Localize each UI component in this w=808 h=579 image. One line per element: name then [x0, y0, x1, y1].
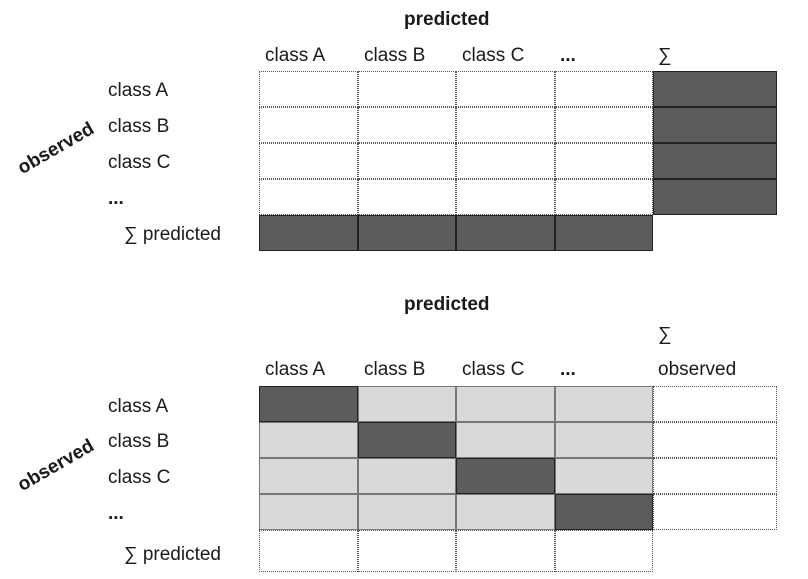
- bottom-total-row-cell-c2: [456, 530, 555, 572]
- top-total-row-cell-c1: [358, 215, 456, 251]
- bottom-cell-r2-c1: [358, 458, 456, 494]
- top-cell-r3-c0: [259, 179, 358, 215]
- bottom-row-label-ellipsis: ...: [108, 503, 124, 524]
- top-cell-r0-c1: [358, 71, 456, 107]
- top-cell-r2-c1: [358, 143, 456, 179]
- top-cell-r3-c1: [358, 179, 456, 215]
- bottom-row-label-c: class C: [108, 467, 171, 488]
- bottom-cell-r0-c2: [456, 386, 555, 422]
- top-cell-r1-c2: [456, 107, 555, 143]
- bottom-col-header-c: class C: [462, 359, 525, 380]
- top-cell-r0-c2: [456, 71, 555, 107]
- top-cell-r3-c3: [555, 179, 653, 215]
- top-cell-r1-c1: [358, 107, 456, 143]
- top-total-row-cell-c0: [259, 215, 358, 251]
- top-col-header-a: class A: [265, 45, 326, 66]
- bottom-title: predicted: [404, 294, 490, 315]
- bottom-row-label-b: class B: [108, 431, 170, 452]
- bottom-observed-label: observed: [14, 435, 98, 496]
- bottom-diagonal-cell-0: [259, 386, 358, 422]
- bottom-cell-r3-c2: [456, 494, 555, 530]
- bottom-cell-r1-c2: [456, 422, 555, 458]
- top-observed-label: observed: [14, 118, 98, 179]
- bottom-cell-r1-c0: [259, 422, 358, 458]
- top-total-row-label: ∑ predicted: [124, 224, 221, 245]
- bottom-cell-r0-c1: [358, 386, 456, 422]
- top-cell-r0-c3: [555, 71, 653, 107]
- top-total-row-cell-c2: [456, 215, 555, 251]
- top-col-header-b: class B: [364, 45, 426, 66]
- top-row-label-ellipsis: ...: [108, 188, 124, 209]
- top-sum-col-cell-r0: [653, 71, 777, 107]
- bottom-diagonal-cell-1: [358, 422, 456, 458]
- bottom-diagonal-cell-3: [555, 494, 653, 530]
- bottom-row-label-a: class A: [108, 396, 169, 417]
- top-cell-r3-c2: [456, 179, 555, 215]
- bottom-cell-r2-c0: [259, 458, 358, 494]
- bottom-col-header-sum-symbol: ∑: [658, 324, 672, 345]
- top-cell-r2-c0: [259, 143, 358, 179]
- top-title: predicted: [404, 9, 490, 30]
- bottom-total-row-label: ∑ predicted: [124, 544, 221, 565]
- top-row-label-b: class B: [108, 116, 170, 137]
- bottom-cell-r1-c3: [555, 422, 653, 458]
- top-cell-r1-c3: [555, 107, 653, 143]
- bottom-total-row-cell-c3: [555, 530, 653, 572]
- bottom-cell-r3-c0: [259, 494, 358, 530]
- top-sum-col-cell-r1: [653, 107, 777, 143]
- bottom-sum-col-cell-r2: [653, 458, 777, 494]
- top-col-header-sum: ∑: [658, 45, 672, 66]
- top-sum-col-cell-r2: [653, 143, 777, 179]
- top-col-header-c: class C: [462, 45, 525, 66]
- bottom-cell-r3-c1: [358, 494, 456, 530]
- top-cell-r1-c0: [259, 107, 358, 143]
- bottom-col-header-a: class A: [265, 359, 326, 380]
- top-cell-r0-c0: [259, 71, 358, 107]
- bottom-col-header-b: class B: [364, 359, 426, 380]
- bottom-total-row-cell-c0: [259, 530, 358, 572]
- bottom-cell-r2-c3: [555, 458, 653, 494]
- bottom-col-header-ellipsis: ...: [560, 359, 576, 380]
- top-col-header-ellipsis: ...: [560, 45, 576, 66]
- bottom-sum-col-cell-r3: [653, 494, 777, 530]
- bottom-cell-r0-c3: [555, 386, 653, 422]
- bottom-total-row-cell-c1: [358, 530, 456, 572]
- top-row-label-a: class A: [108, 80, 169, 101]
- top-cell-r2-c3: [555, 143, 653, 179]
- bottom-col-header-sum-word: observed: [658, 359, 737, 380]
- bottom-diagonal-cell-2: [456, 458, 555, 494]
- top-sum-col-cell-r3: [653, 179, 777, 215]
- bottom-sum-col-cell-r0: [653, 386, 777, 422]
- bottom-sum-col-cell-r1: [653, 422, 777, 458]
- top-cell-r2-c2: [456, 143, 555, 179]
- top-row-label-c: class C: [108, 152, 171, 173]
- top-total-row-cell-c3: [555, 215, 653, 251]
